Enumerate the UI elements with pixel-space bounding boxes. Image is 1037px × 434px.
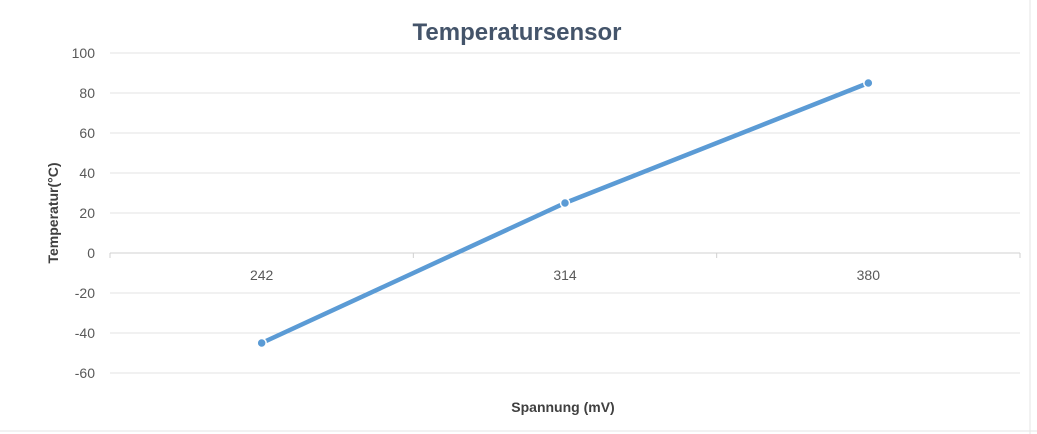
x-tick-label: 380 (857, 267, 881, 283)
x-tick-label: 314 (553, 267, 577, 283)
y-gridlines (109, 52, 1021, 374)
y-axis-title: Temperatur(°C) (45, 162, 61, 263)
data-point (559, 197, 571, 209)
data-point (256, 337, 267, 349)
y-tick-label: 100 (72, 45, 96, 61)
series-group (256, 77, 874, 349)
y-tick-label: -60 (75, 365, 95, 381)
x-tick-label: 242 (250, 267, 274, 283)
y-tick-label: 40 (79, 165, 95, 181)
y-tick-label: -20 (75, 285, 95, 301)
y-tick-label: -40 (75, 325, 95, 341)
data-point (863, 77, 874, 89)
x-axis-title: Spannung (mV) (511, 399, 614, 415)
chart-title: Temperatursensor (413, 19, 622, 46)
y-tick-label: 80 (79, 85, 95, 101)
x-tick-labels: 242 314 380 (250, 267, 880, 283)
y-tick-label: 60 (79, 125, 95, 141)
y-tick-label: 20 (79, 205, 95, 221)
y-tick-label: 0 (87, 245, 95, 261)
y-tick-labels: 100 80 60 40 20 0 -20 -40 -60 (72, 45, 96, 381)
